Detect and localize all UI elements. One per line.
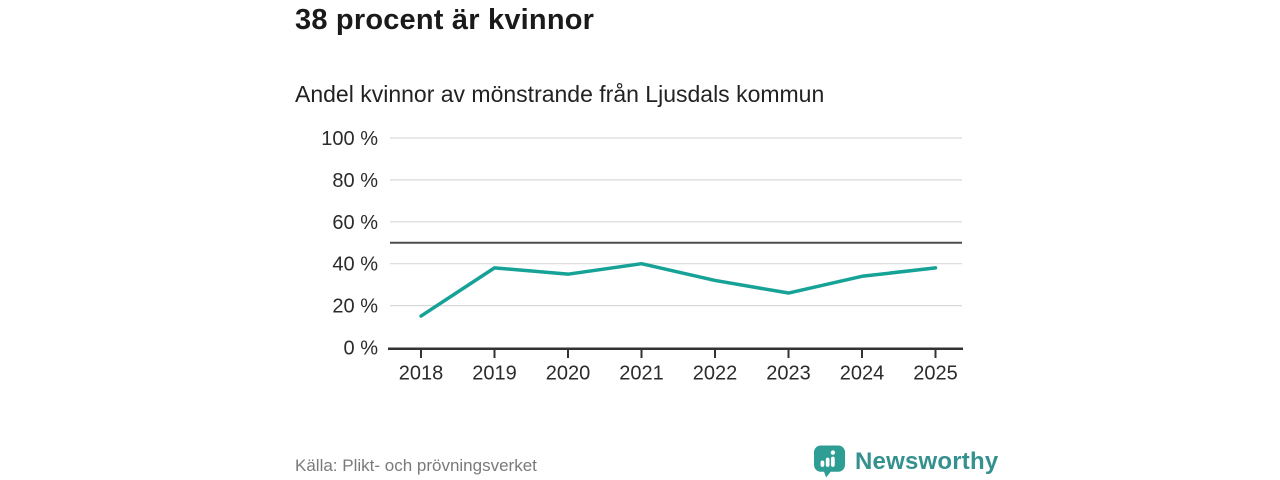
y-tick-label: 60 % xyxy=(332,212,378,234)
line-chart-svg: 0 % 20 % 40 % 60 % 80 % 100 % 2018 2019 2020 2021… xyxy=(321,128,963,385)
x-tick-label: 2023 xyxy=(766,363,811,385)
x-tick-label: 2024 xyxy=(840,363,885,385)
newsworthy-logo[interactable]: Newsworthy xyxy=(813,444,998,479)
y-tick-label: 100 % xyxy=(321,128,378,150)
y-tick-label: 80 % xyxy=(332,170,378,192)
x-tick-label: 2021 xyxy=(619,363,664,385)
x-tick-label: 2020 xyxy=(546,363,591,385)
y-tick-label: 40 % xyxy=(332,254,378,276)
y-tick-label: 20 % xyxy=(332,296,378,318)
data-line xyxy=(419,261,938,318)
source-note: Källa: Plikt- och prövningsverket xyxy=(295,456,537,475)
logo-speech-bubble-chart-icon xyxy=(813,445,846,478)
chart-subtitle: Andel kvinnor av mönstrande från Ljusdal… xyxy=(295,81,825,107)
x-tick-label: 2022 xyxy=(693,363,738,385)
logo-text: Newsworthy xyxy=(855,447,999,475)
y-tick-label: 0 % xyxy=(344,338,379,360)
x-tick-label: 2025 xyxy=(913,363,958,385)
x-tick-label: 2019 xyxy=(472,363,517,385)
x-tick-label: 2018 xyxy=(399,363,444,385)
page-title: 38 procent är kvinnor xyxy=(295,4,595,36)
